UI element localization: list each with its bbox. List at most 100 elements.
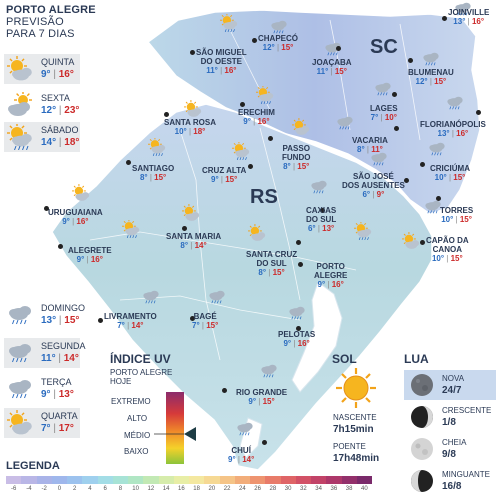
city-min: 6° bbox=[362, 190, 371, 199]
rain-cloud-icon bbox=[6, 340, 34, 366]
city-name: CAXIAS DO SUL bbox=[306, 206, 337, 224]
temp-separator: | bbox=[256, 397, 263, 406]
temp-separator: | bbox=[290, 162, 298, 171]
forecast-min: 9° bbox=[41, 389, 51, 400]
city-name: PELOTAS bbox=[278, 330, 316, 339]
city-name: LAGES bbox=[370, 104, 398, 113]
city-name: CHUÍ bbox=[231, 446, 251, 455]
sunset-label: POENTE bbox=[333, 442, 366, 451]
temp-separator: | bbox=[69, 217, 77, 226]
sunrise-time: 7h15min bbox=[333, 424, 374, 435]
rain-cloud-icon bbox=[426, 140, 448, 158]
forecast-day-5: TERÇA 9° | 13° bbox=[4, 374, 80, 404]
city-max: 16° bbox=[331, 280, 344, 289]
city-marker-santa-cruz-do-sul bbox=[296, 240, 301, 245]
forecast-temps: 9° | 13° bbox=[41, 389, 74, 400]
title-city: PORTO ALEGRE bbox=[6, 4, 96, 16]
legend-swatch bbox=[21, 476, 37, 484]
city-santiago: SANTIAGO 8° | 15° bbox=[132, 164, 174, 182]
city-min: 7° bbox=[192, 321, 200, 330]
city-chapeco: CHAPECÓ 12° | 15° bbox=[258, 34, 298, 52]
sun-cloud-rain-icon bbox=[352, 221, 374, 241]
legend-swatch bbox=[341, 476, 357, 484]
city-marker-joacaba bbox=[336, 46, 341, 51]
city-marker-blumenau bbox=[408, 58, 413, 63]
city-name: JOINVILLE bbox=[448, 8, 490, 17]
legend-tick-label: 8 bbox=[118, 486, 123, 492]
rain-cloud-icon bbox=[258, 362, 280, 380]
city-max: 15° bbox=[154, 173, 167, 182]
city-temps: 13° | 16° bbox=[420, 129, 486, 138]
city-marker-chapeco bbox=[252, 38, 257, 43]
temp-separator: | bbox=[56, 137, 65, 148]
moon-phase-name: CRESCENTE bbox=[442, 406, 492, 415]
uv-current-marker bbox=[184, 427, 196, 441]
city-temps: 8° | 15° bbox=[282, 162, 310, 171]
forecast-day-label: SEGUNDA bbox=[41, 341, 86, 351]
rain-cloud-icon bbox=[6, 302, 34, 328]
city-min: 9° bbox=[228, 455, 236, 464]
uv-level-medio: MÉDIO bbox=[124, 431, 151, 440]
temp-separator: | bbox=[465, 17, 472, 26]
city-name: CAPÃO DA CANOA bbox=[426, 236, 469, 254]
rain-cloud-icon bbox=[6, 376, 34, 402]
city-florianopolis: FLORIANÓPOLIS 13° | 16° bbox=[420, 120, 486, 138]
city-name: SÃO JOSÉ DOS AUSENTES bbox=[342, 172, 405, 190]
city-min: 9° bbox=[62, 217, 70, 226]
forecast-max: 15° bbox=[64, 315, 80, 326]
city-name: SANTA CRUZ DO SUL bbox=[246, 250, 298, 268]
city-chui: CHUÍ 9° | 14° bbox=[228, 446, 254, 464]
forecast-day-4: SEGUNDA 11° | 14° bbox=[4, 338, 86, 368]
forecast-day-label: QUARTA bbox=[41, 411, 78, 421]
city-temps: 12° | 15° bbox=[258, 43, 298, 52]
city-marker-joinville bbox=[442, 16, 447, 21]
city-max: 11° bbox=[371, 145, 383, 154]
moon-phase-date: 9/8 bbox=[442, 449, 456, 460]
city-temps: 9° | 16° bbox=[68, 255, 112, 264]
city-marker-livramento bbox=[98, 318, 103, 323]
city-marker-rio-grande bbox=[222, 388, 227, 393]
city-min: 9° bbox=[76, 255, 85, 264]
sun-title: SOL bbox=[332, 352, 357, 366]
state-label-sc: SC bbox=[370, 36, 398, 58]
legend-tick-label: 26 bbox=[254, 486, 261, 492]
city-min: 13° bbox=[453, 17, 466, 26]
city-min: 6° bbox=[307, 224, 316, 233]
city-temps: 10° | 15° bbox=[426, 254, 469, 263]
legend-tick-label: 4 bbox=[88, 486, 92, 492]
legend-swatch bbox=[128, 476, 144, 484]
legend-swatch bbox=[6, 476, 22, 484]
rain-cloud-icon bbox=[368, 150, 390, 168]
legend-swatch bbox=[82, 476, 98, 484]
temp-separator: | bbox=[315, 224, 323, 233]
sun-cloud-icon bbox=[400, 232, 422, 250]
forecast-day-2: SÁBADO 14° | 18° bbox=[4, 122, 80, 152]
city-lages: LAGES 7° | 10° bbox=[370, 104, 398, 122]
city-temps: 7° | 10° bbox=[370, 113, 398, 122]
sun-cloud-rain-icon bbox=[218, 13, 240, 33]
city-livramento: LIVRAMENTO 7° | 14° bbox=[104, 312, 157, 330]
city-marker-criciuma bbox=[420, 162, 425, 167]
moon-phase-name: CHEIA bbox=[442, 438, 467, 447]
city-max: 15° bbox=[459, 215, 472, 224]
city-temps: 9° | 16° bbox=[48, 217, 103, 226]
temp-separator: | bbox=[453, 215, 460, 224]
city-max: 16° bbox=[257, 117, 270, 126]
waxing-moon-icon bbox=[411, 406, 433, 428]
sunset-time: 17h48min bbox=[333, 453, 380, 464]
sun-cloud-icon bbox=[290, 118, 312, 136]
city-min: 9° bbox=[283, 339, 292, 348]
city-marker-torres bbox=[436, 196, 441, 201]
city-temps: 9° | 15° bbox=[236, 397, 287, 406]
forecast-max: 14° bbox=[63, 353, 79, 364]
legend-tick-label: 14 bbox=[162, 486, 170, 492]
temp-separator: | bbox=[56, 315, 65, 326]
forecast-day-1: SEXTA 12° | 23° bbox=[4, 90, 80, 120]
sun-cloud-icon bbox=[182, 100, 204, 118]
moon-title: LUA bbox=[404, 352, 429, 366]
legend-color-bar bbox=[6, 476, 372, 484]
city-min: 9° bbox=[248, 397, 257, 406]
city-max: 9° bbox=[376, 190, 385, 199]
forecast-temps: 9° | 16° bbox=[41, 69, 74, 80]
